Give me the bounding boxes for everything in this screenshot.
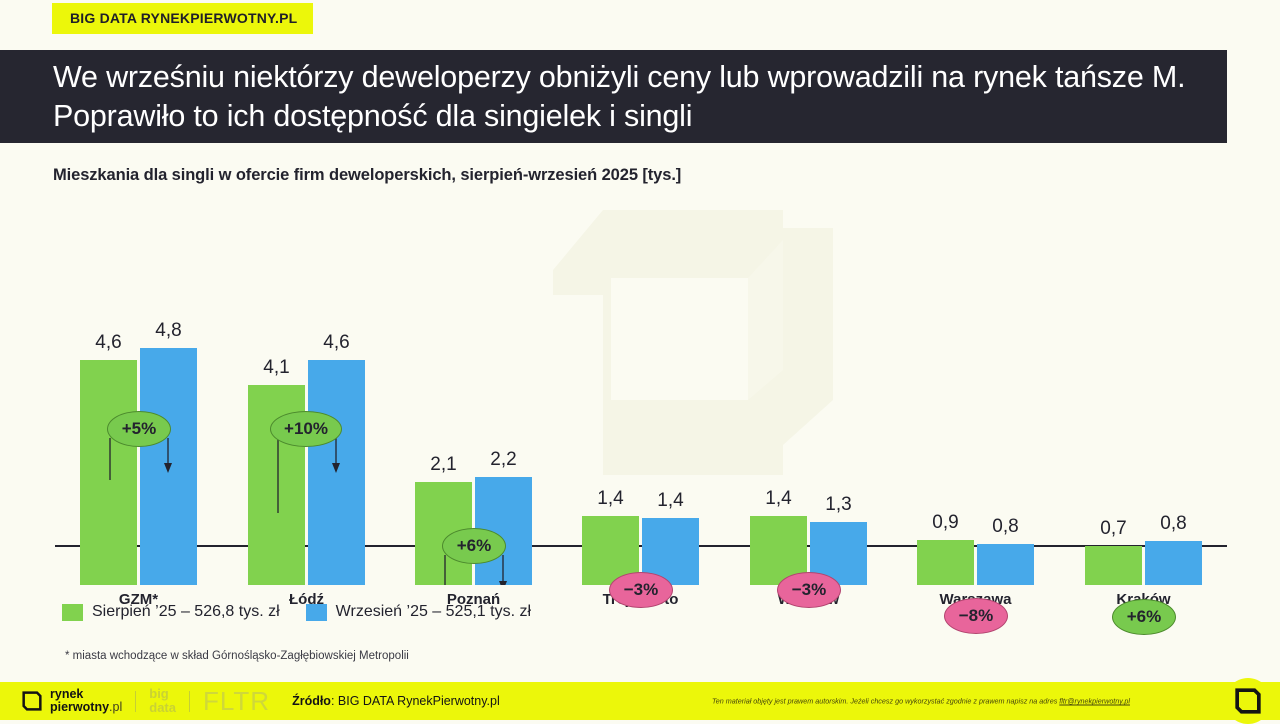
footer-spacer [0,663,1280,675]
bar-value: 0,9 [932,512,959,533]
bar-value: 0,7 [1100,518,1127,539]
bar-group-trojmiasto: 1,4 1,4 Trójmiasto [582,235,699,608]
change-badge-trojmiasto: −3% [609,572,673,608]
change-badge-krakow: +6% [1112,599,1176,635]
rynekpierwotny-mark-icon [1235,688,1261,714]
copyright-note: Ten materiał objęty jest prawem autorski… [712,697,1130,706]
bar-group-lodz: 4,1 4,6 Łódź [248,235,365,608]
bar-value: 1,3 [825,494,852,515]
rynekpierwotny-logo[interactable]: rynek pierwotny.pl [22,686,123,715]
bar-value: 1,4 [597,488,624,509]
logo-line-2: pierwotny [50,700,110,714]
bigdata-line-1: big [149,686,169,702]
bar-value: 2,2 [490,449,517,470]
footnote: * miasta wchodzące w skład Górnośląsko-Z… [65,650,409,662]
footer-divider-1 [135,690,137,712]
headline-band: We wrześniu niektórzy deweloperzy obniży… [0,50,1227,143]
bar-gzm-sierpien[interactable]: 4,6 [80,332,137,585]
fltr-logo: FLTR [202,685,271,716]
bar-group-wroclaw: 1,4 1,3 Wrocław [750,235,867,608]
bar-krakow-sierpien[interactable]: 0,7 [1085,518,1142,585]
change-badge-lodz: +10% [270,411,342,447]
bar-wroclaw-wrzesien[interactable]: 1,3 [810,494,867,585]
category-label-gzm: GZM* [118,591,159,608]
rynekpierwotny-mark-icon [22,691,42,711]
logo-tld: .pl [109,700,123,714]
bar-warszawa-wrzesien[interactable]: 0,8 [977,516,1034,585]
change-badge-poznan: +6% [442,528,506,564]
bigdata-line-2: data [149,700,176,715]
footer-bar: rynek pierwotny.pl big data FLTR Źródło:… [0,678,1280,724]
change-badge-gzm: +5% [107,411,171,447]
bar-warszawa-sierpien[interactable]: 0,9 [917,512,974,585]
bar-value: 0,8 [1160,513,1187,534]
bar-lodz-wrzesien[interactable]: 4,6 [308,332,365,585]
bar-value: 4,6 [323,332,350,353]
source-value: : BIG DATA RynekPierwotny.pl [330,694,500,708]
bar-value: 1,4 [657,490,684,511]
brand-tag: BIG DATA RYNEKPIERWOTNY.PL [52,3,314,34]
rynekpierwotny-wordmark: rynek pierwotny.pl [50,686,123,715]
bar-value: 4,1 [263,357,290,378]
chart-legend: Sierpień ’25 – 526,8 tys. zł Wrzesień ’2… [62,603,547,621]
bigdata-logo: big data [149,687,176,714]
legend-label: Wrzesień ’25 – 525,1 tys. zł [335,603,532,620]
bar-value: 0,8 [992,516,1019,537]
source-label: Źródło [292,694,331,708]
bar-group-poznan: 2,1 2,2 Poznań [415,235,532,608]
legend-item-wrzesien[interactable]: Wrzesień ’25 – 525,1 tys. zł [305,603,532,621]
source-line: Źródło: BIG DATA RynekPierwotny.pl [292,694,500,708]
headline-text: We wrześniu niektórzy deweloperzy obniży… [53,59,1186,133]
bar-group-gzm: 4,6 4,8 GZM* [80,235,197,608]
bar-value: 4,8 [155,320,182,341]
footer-logo-badge [1225,678,1271,724]
bar-group-krakow: 0,7 0,8 Kraków [1085,235,1202,608]
category-label-poznan: Poznań [446,591,501,608]
bar-chart: +5% +10% +6% −3% −3% −8% +6% 4,6 4,8 GZM… [0,195,1280,635]
logo-line-1: rynek [50,686,84,701]
footer-divider-2 [188,690,190,712]
chart-subtitle: Mieszkania dla singli w ofercie firm dew… [53,166,682,184]
change-badge-wroclaw: −3% [777,572,841,608]
legend-item-sierpien[interactable]: Sierpień ’25 – 526,8 tys. zł [62,603,280,621]
legend-label: Sierpień ’25 – 526,8 tys. zł [92,603,280,620]
bar-gzm-wrzesien[interactable]: 4,8 [140,320,197,585]
bar-krakow-wrzesien[interactable]: 0,8 [1145,513,1202,585]
bar-group-warszawa: 0,9 0,8 Warszawa [917,235,1034,608]
copyright-text: Ten materiał objęty jest prawem autorski… [712,696,1060,706]
green-square-swatch-icon [62,603,83,621]
bar-value: 1,4 [765,488,792,509]
x-axis-line [55,545,1227,547]
contact-email-link[interactable]: fltr@rynekpierwotny.pl [1059,696,1130,706]
bar-value: 2,1 [430,454,457,475]
change-badge-warszawa: −8% [944,598,1008,634]
bar-value: 4,6 [95,332,122,353]
blue-square-swatch-icon [305,603,327,621]
